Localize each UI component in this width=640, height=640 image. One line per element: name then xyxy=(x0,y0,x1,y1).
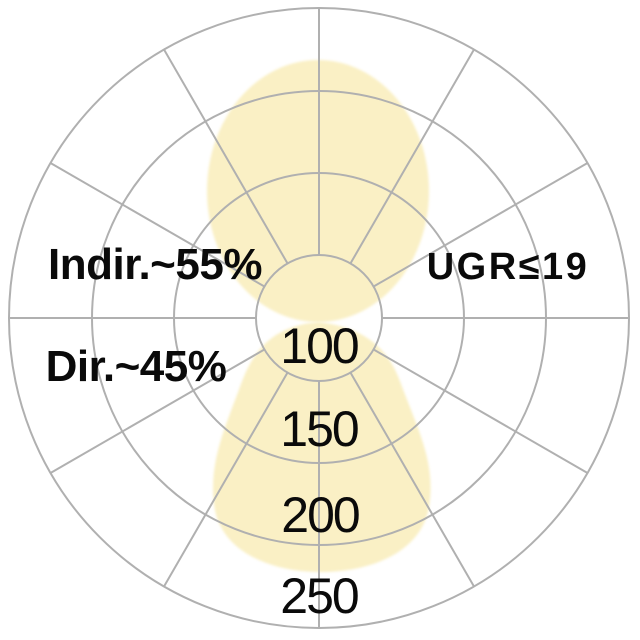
spoke-line xyxy=(373,348,589,474)
spoke-line xyxy=(373,162,589,288)
spoke-line xyxy=(349,48,475,264)
ring-value-label-100: 100 xyxy=(280,318,359,374)
ring-value-label-150: 150 xyxy=(280,401,359,457)
spoke-line xyxy=(163,372,289,588)
indirect-share-label: Indir.~55% xyxy=(48,240,262,289)
spoke-line xyxy=(49,162,265,288)
spoke-line xyxy=(49,348,265,474)
direct-share-label: Dir.~45% xyxy=(45,342,227,391)
direct-lobe-shape xyxy=(213,322,431,572)
ugr-rating-label: UGR≤19 xyxy=(426,246,590,288)
ring-value-label-250: 250 xyxy=(280,568,359,624)
grid-spokes xyxy=(9,8,629,628)
ring-value-label-200: 200 xyxy=(281,487,360,543)
spoke-line xyxy=(349,372,475,588)
spoke-line xyxy=(163,48,289,264)
